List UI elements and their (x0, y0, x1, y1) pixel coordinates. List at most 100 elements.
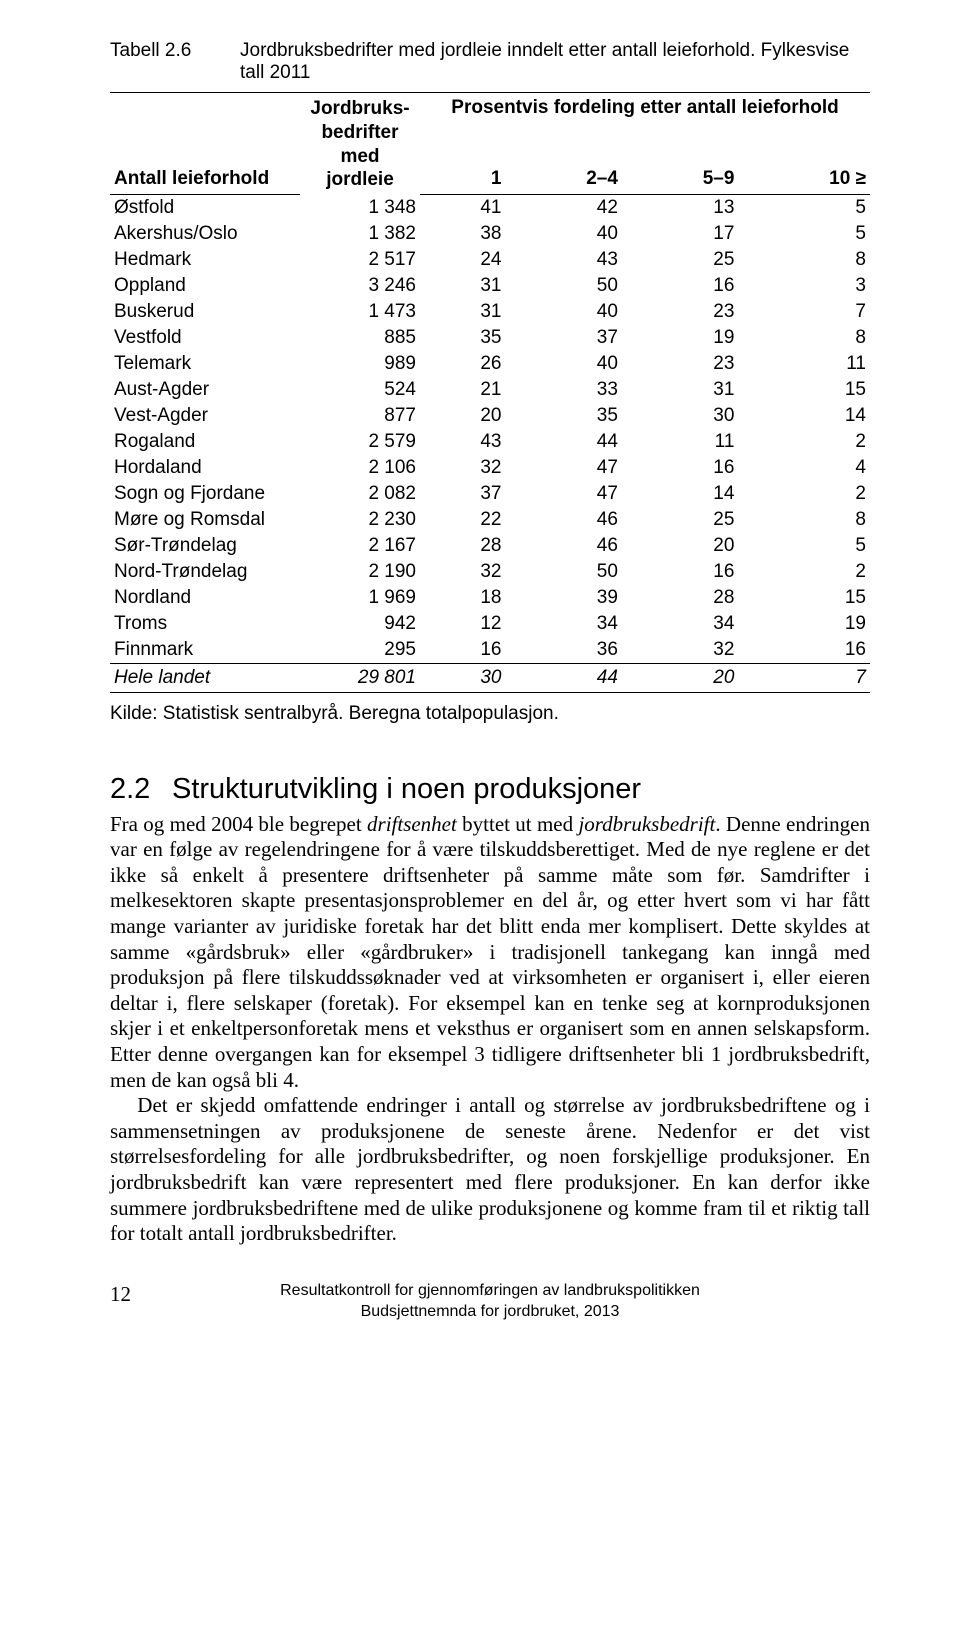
row-c3: 17 (622, 221, 738, 247)
row-name: Troms (110, 611, 300, 637)
row-c4: 5 (738, 533, 870, 559)
paragraph-1: Fra og med 2004 ble begrepet driftsenhet… (110, 812, 870, 1094)
row-c1: 20 (420, 403, 505, 429)
row-c1: 16 (420, 637, 505, 664)
row-jb: 2 082 (300, 481, 420, 507)
table-row: Vestfold8853537198 (110, 325, 870, 351)
row-c4: 8 (738, 507, 870, 533)
table-row: Møre og Romsdal2 2302246258 (110, 507, 870, 533)
row-c4: 3 (738, 273, 870, 299)
row-c3: 19 (622, 325, 738, 351)
row-c2: 46 (505, 533, 621, 559)
row-c2: 47 (505, 481, 621, 507)
row-c3: 23 (622, 351, 738, 377)
jb-head-line2: bedrifter med (321, 122, 398, 167)
row-name: Nordland (110, 585, 300, 611)
row-c1: 32 (420, 455, 505, 481)
body-text: Fra og med 2004 ble begrepet driftsenhet… (110, 812, 870, 1247)
row-jb: 2 230 (300, 507, 420, 533)
table-title: Jordbruksbedrifter med jordleie inndelt … (240, 40, 870, 84)
row-c4: 15 (738, 377, 870, 403)
table-row: Akershus/Oslo1 3823840175 (110, 221, 870, 247)
row-c2: 35 (505, 403, 621, 429)
row-c4: 5 (738, 194, 870, 221)
footer-line1: Resultatkontroll for gjennomføringen av … (280, 1282, 700, 1299)
col-head-jb: Jordbruks- bedrifter med jordleie (300, 93, 420, 195)
row-c1: 31 (420, 273, 505, 299)
row-c4: 11 (738, 351, 870, 377)
row-c2: 43 (505, 247, 621, 273)
row-c4: 14 (738, 403, 870, 429)
paragraph-2: Det er skjedd omfattende endringer i ant… (110, 1093, 870, 1247)
row-jb: 2 106 (300, 455, 420, 481)
row-c2: 50 (505, 273, 621, 299)
row-c2: 50 (505, 559, 621, 585)
row-name: Vestfold (110, 325, 300, 351)
table-row: Aust-Agder52421333115 (110, 377, 870, 403)
row-c4: 16 (738, 637, 870, 664)
row-c3: 16 (622, 559, 738, 585)
row-name: Vest-Agder (110, 403, 300, 429)
row-name: Telemark (110, 351, 300, 377)
row-c3: 23 (622, 299, 738, 325)
table-row: Buskerud1 4733140237 (110, 299, 870, 325)
row-c1: 41 (420, 194, 505, 221)
row-c3: 14 (622, 481, 738, 507)
row-name: Hordaland (110, 455, 300, 481)
table-row: Hele landet29 8013044207 (110, 663, 870, 692)
row-c1: 21 (420, 377, 505, 403)
row-c1: 43 (420, 429, 505, 455)
section-number: 2.2 (110, 773, 172, 806)
row-c4: 7 (738, 663, 870, 692)
col-head-2: 2–4 (505, 143, 621, 194)
row-jb: 2 167 (300, 533, 420, 559)
row-c4: 2 (738, 481, 870, 507)
table-row: Nordland1 96918392815 (110, 585, 870, 611)
table-row: Hordaland2 1063247164 (110, 455, 870, 481)
row-c2: 33 (505, 377, 621, 403)
row-c1: 35 (420, 325, 505, 351)
row-c3: 11 (622, 429, 738, 455)
table-row: Rogaland2 5794344112 (110, 429, 870, 455)
row-jb: 295 (300, 637, 420, 664)
row-name: Akershus/Oslo (110, 221, 300, 247)
row-c2: 37 (505, 325, 621, 351)
row-jb: 1 348 (300, 194, 420, 221)
table-row: Finnmark29516363216 (110, 637, 870, 664)
row-c4: 7 (738, 299, 870, 325)
row-c2: 39 (505, 585, 621, 611)
row-jb: 2 517 (300, 247, 420, 273)
row-c2: 40 (505, 351, 621, 377)
row-name: Møre og Romsdal (110, 507, 300, 533)
col-head-pct: Prosentvis fordeling etter antall leiefo… (420, 93, 870, 144)
row-c1: 32 (420, 559, 505, 585)
row-name: Aust-Agder (110, 377, 300, 403)
section-title: Strukturutvikling i noen produksjoner (172, 773, 641, 805)
row-c3: 16 (622, 455, 738, 481)
row-c3: 20 (622, 533, 738, 559)
table-row: Østfold1 3484142135 (110, 194, 870, 221)
row-label-head: Antall leieforhold (110, 143, 300, 194)
row-c4: 2 (738, 559, 870, 585)
row-c2: 44 (505, 663, 621, 692)
table-label: Tabell 2.6 (110, 40, 240, 62)
row-c4: 15 (738, 585, 870, 611)
row-c4: 2 (738, 429, 870, 455)
row-jb: 1 473 (300, 299, 420, 325)
row-jb: 524 (300, 377, 420, 403)
row-c4: 19 (738, 611, 870, 637)
row-c1: 24 (420, 247, 505, 273)
row-c2: 40 (505, 299, 621, 325)
row-c4: 8 (738, 325, 870, 351)
row-c1: 18 (420, 585, 505, 611)
row-name: Finnmark (110, 637, 300, 664)
row-c1: 22 (420, 507, 505, 533)
col-head-1: 1 (420, 143, 505, 194)
row-jb: 2 579 (300, 429, 420, 455)
row-name: Østfold (110, 194, 300, 221)
row-c1: 26 (420, 351, 505, 377)
row-c1: 12 (420, 611, 505, 637)
row-jb: 29 801 (300, 663, 420, 692)
row-name: Sør-Trøndelag (110, 533, 300, 559)
row-name: Oppland (110, 273, 300, 299)
